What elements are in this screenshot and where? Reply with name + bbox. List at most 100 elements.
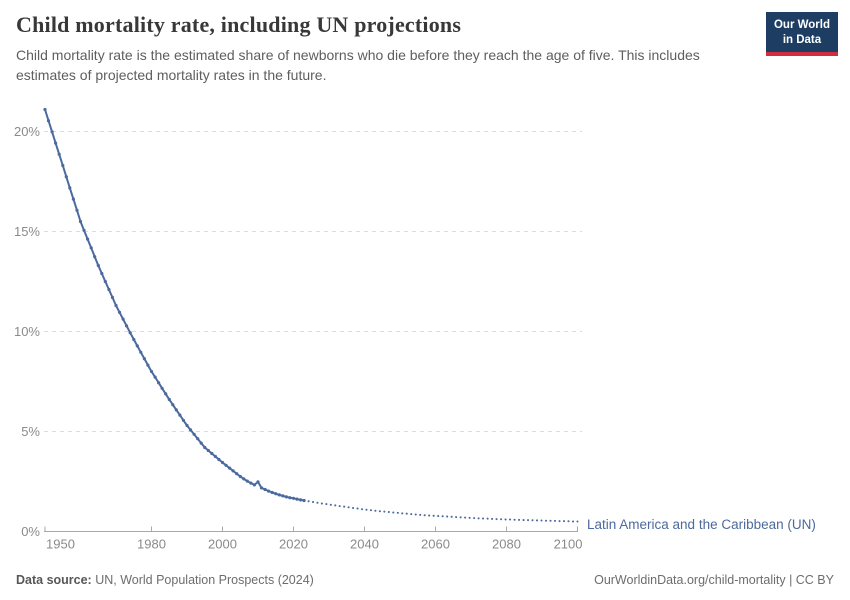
series-point-marker[interactable] [228, 466, 232, 470]
series-point-marker[interactable] [210, 451, 214, 456]
series-point-marker[interactable] [71, 197, 75, 201]
series-point-marker[interactable] [270, 490, 274, 495]
series-point-marker[interactable] [96, 263, 100, 268]
series-point-marker[interactable] [181, 418, 185, 422]
credit-line[interactable]: OurWorldinData.org/child-mortality | CC … [594, 573, 834, 587]
series-point-marker[interactable] [61, 163, 65, 168]
series-point-marker[interactable] [213, 454, 217, 459]
x-tick-label: 2040 [350, 537, 379, 552]
series-point-marker[interactable] [128, 331, 132, 335]
chart-footer: Data source: UN, World Population Prospe… [16, 573, 834, 587]
series-point-marker[interactable] [206, 448, 210, 453]
series-point-marker[interactable] [46, 119, 51, 123]
data-source-label: Data source: [16, 573, 92, 587]
series-line-projection[interactable] [303, 499, 579, 523]
series-point-marker[interactable] [121, 317, 125, 321]
chart-title: Child mortality rate, including UN proje… [16, 12, 462, 37]
series-point-marker[interactable] [274, 492, 278, 496]
series-point-marker[interactable] [64, 175, 68, 179]
y-tick-label: 15% [14, 224, 40, 239]
series-point-marker[interactable] [295, 497, 299, 501]
x-tick-label: 2100 [554, 537, 583, 552]
data-source-text: UN, World Population Prospects (2024) [91, 573, 314, 587]
series-point-marker[interactable] [146, 363, 150, 367]
series-point-marker[interactable] [188, 428, 193, 432]
series-point-marker[interactable] [117, 310, 122, 314]
series-point-marker[interactable] [167, 397, 171, 402]
series-point-marker[interactable] [288, 496, 292, 500]
y-tick-label: 10% [14, 324, 40, 339]
series-point-marker[interactable] [50, 130, 54, 134]
series-point-marker[interactable] [277, 493, 281, 497]
series-point-marker[interactable] [220, 460, 225, 465]
series-point-marker[interactable] [178, 413, 182, 417]
series-point-marker[interactable] [57, 152, 61, 156]
series-point-marker[interactable] [284, 495, 288, 499]
series-point-marker[interactable] [171, 403, 175, 407]
series-point-marker[interactable] [252, 483, 256, 487]
owid-logo: Our World in Data [765, 12, 838, 56]
series-point-marker[interactable] [224, 463, 228, 467]
series-point-marker[interactable] [196, 437, 200, 441]
series-line-estimates[interactable] [44, 109, 305, 502]
series-point-marker[interactable] [291, 496, 296, 500]
series-point-marker[interactable] [267, 489, 271, 493]
series-point-marker[interactable] [160, 386, 164, 390]
series-point-marker[interactable] [142, 357, 146, 361]
series-point-marker[interactable] [43, 107, 47, 112]
series-point-marker[interactable] [263, 487, 267, 492]
y-tick-label: 0% [21, 524, 40, 539]
series-point-marker[interactable] [107, 287, 111, 292]
series-point-marker[interactable] [68, 186, 72, 190]
series-point-marker[interactable] [82, 228, 86, 232]
chart-subtitle: Child mortality rate is the estimated sh… [16, 47, 700, 84]
series-point-marker[interactable] [86, 237, 90, 241]
series-point-marker[interactable] [185, 423, 189, 428]
series-point-marker[interactable] [249, 481, 253, 485]
series-point-marker[interactable] [132, 337, 136, 342]
y-tick-label: 5% [21, 424, 40, 439]
series-point-marker[interactable] [153, 375, 157, 379]
series-point-marker[interactable] [245, 479, 249, 483]
series-point-marker[interactable] [89, 246, 93, 250]
series-point-marker[interactable] [231, 469, 235, 473]
x-tick-label: 1980 [137, 537, 166, 552]
series-point-marker[interactable] [75, 208, 79, 212]
series-point-marker[interactable] [54, 141, 58, 145]
series-point-marker[interactable] [125, 324, 129, 328]
series-point-marker[interactable] [114, 303, 118, 308]
x-tick-label: 1950 [46, 537, 75, 552]
series-point-marker[interactable] [110, 295, 115, 300]
series-point-marker[interactable] [78, 219, 83, 224]
series-point-marker[interactable] [103, 279, 107, 284]
y-tick-label: 20% [14, 124, 40, 139]
owid-logo-line2: in Data [782, 33, 822, 46]
series-point-marker[interactable] [199, 441, 203, 445]
series-point-marker[interactable] [203, 445, 207, 450]
data-source: Data source: UN, World Population Prospe… [16, 573, 314, 587]
series-point-marker[interactable] [164, 392, 168, 396]
series-point-marker[interactable] [259, 486, 264, 490]
series-point-marker[interactable] [100, 271, 104, 276]
series-point-marker[interactable] [149, 369, 154, 374]
series-point-marker[interactable] [174, 408, 178, 412]
series-point-marker[interactable] [235, 472, 239, 476]
chart-header: Child mortality rate, including UN proje… [16, 12, 838, 86]
series-point-marker[interactable] [93, 255, 97, 259]
series-point-marker[interactable] [242, 477, 246, 481]
series-label[interactable]: Latin America and the Caribbean (UN) [587, 517, 816, 532]
series-point-marker[interactable] [238, 474, 242, 479]
series-point-marker[interactable] [192, 432, 196, 436]
series-point-marker[interactable] [135, 344, 139, 348]
owid-logo-line1: Our World [773, 19, 830, 31]
series-point-marker[interactable] [157, 381, 161, 385]
series-point-marker[interactable] [139, 350, 143, 354]
series-point-marker[interactable] [217, 457, 221, 462]
x-tick-label: 2020 [279, 537, 308, 552]
series-point-marker[interactable] [256, 480, 260, 484]
series-point-marker[interactable] [281, 494, 285, 498]
series-point-marker[interactable] [299, 498, 303, 502]
x-tick-label: 2000 [208, 537, 237, 552]
